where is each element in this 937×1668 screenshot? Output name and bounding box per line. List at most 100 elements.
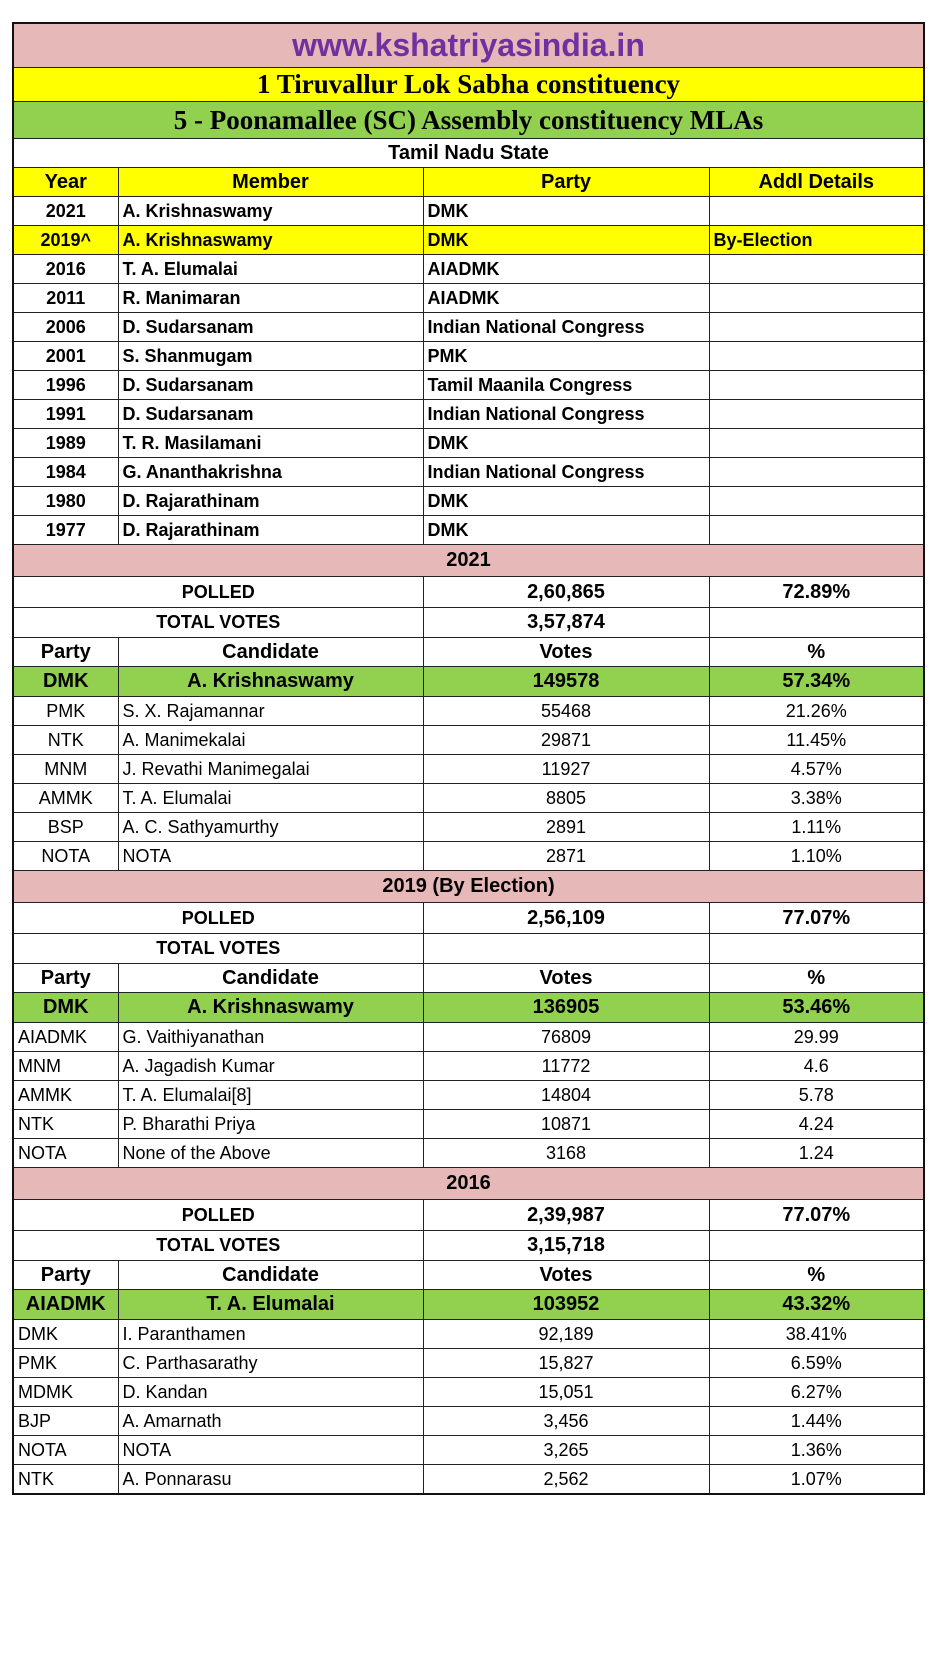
party-cell: DMK bbox=[422, 486, 710, 516]
party-cell: DMK bbox=[422, 225, 710, 255]
header-details: Addl Details bbox=[708, 167, 925, 197]
polled-row: POLLED 2,60,865 72.89% bbox=[12, 576, 925, 608]
details-cell bbox=[708, 370, 925, 400]
candidate-cell: P. Bharathi Priya bbox=[117, 1109, 424, 1139]
party-cell: BJP bbox=[12, 1406, 119, 1436]
mla-row: 1989 T. R. Masilamani DMK bbox=[12, 428, 925, 458]
percent-cell: 1.24 bbox=[708, 1138, 925, 1168]
result-row: NOTA NOTA 2871 1.10% bbox=[12, 841, 925, 871]
candidate-cell: A. Ponnarasu bbox=[117, 1464, 424, 1495]
percent-cell: 1.36% bbox=[708, 1435, 925, 1465]
votes-cell: 55468 bbox=[422, 696, 710, 726]
votes-cell: 2,562 bbox=[422, 1464, 710, 1495]
total-votes-label: TOTAL VOTES bbox=[12, 933, 424, 964]
percent-cell: 11.45% bbox=[708, 725, 925, 755]
total-votes-value: 3,15,718 bbox=[422, 1230, 710, 1261]
party-cell: NOTA bbox=[12, 841, 119, 871]
year-cell: 2016 bbox=[12, 254, 119, 284]
details-cell bbox=[708, 399, 925, 429]
winner-votes: 149578 bbox=[422, 666, 710, 697]
details-cell bbox=[708, 312, 925, 342]
winner-party: AIADMK bbox=[12, 1289, 119, 1320]
polled-percent: 77.07% bbox=[708, 902, 925, 934]
party-cell: DMK bbox=[12, 1319, 119, 1349]
election-title: 2016 bbox=[12, 1167, 925, 1200]
candidate-cell: A. C. Sathyamurthy bbox=[117, 812, 424, 842]
header-candidate: Candidate bbox=[117, 963, 424, 993]
percent-cell: 1.07% bbox=[708, 1464, 925, 1495]
member-cell: T. A. Elumalai bbox=[117, 254, 424, 284]
total-votes-label: TOTAL VOTES bbox=[12, 607, 424, 638]
winner-candidate: T. A. Elumalai bbox=[117, 1289, 424, 1320]
year-cell: 2001 bbox=[12, 341, 119, 371]
header-votes: Votes bbox=[422, 637, 710, 667]
member-cell: S. Shanmugam bbox=[117, 341, 424, 371]
votes-cell: 14804 bbox=[422, 1080, 710, 1110]
polled-row: POLLED 2,56,109 77.07% bbox=[12, 902, 925, 934]
election-title: 2021 bbox=[12, 544, 925, 577]
polled-value: 2,60,865 bbox=[422, 576, 710, 608]
result-row: PMK C. Parthasarathy 15,827 6.59% bbox=[12, 1348, 925, 1378]
party-cell: AIADMK bbox=[422, 254, 710, 284]
winner-candidate: A. Krishnaswamy bbox=[117, 992, 424, 1023]
percent-cell: 38.41% bbox=[708, 1319, 925, 1349]
candidate-cell: A. Manimekalai bbox=[117, 725, 424, 755]
mla-row: 2021 A. Krishnaswamy DMK bbox=[12, 196, 925, 226]
header-member: Member bbox=[117, 167, 424, 197]
candidate-cell: A. Amarnath bbox=[117, 1406, 424, 1436]
candidate-cell: I. Paranthamen bbox=[117, 1319, 424, 1349]
votes-cell: 3,456 bbox=[422, 1406, 710, 1436]
total-votes-percent bbox=[708, 607, 925, 638]
party-cell: PMK bbox=[12, 1348, 119, 1378]
result-row: AIADMK G. Vaithiyanathan 76809 29.99 bbox=[12, 1022, 925, 1052]
votes-cell: 11927 bbox=[422, 754, 710, 784]
winner-votes: 103952 bbox=[422, 1289, 710, 1320]
total-votes-percent bbox=[708, 1230, 925, 1261]
results-header-row: Party Candidate Votes% bbox=[12, 1260, 925, 1290]
votes-cell: 10871 bbox=[422, 1109, 710, 1139]
mla-row: 1984 G. Ananthakrishna Indian National Con… bbox=[12, 457, 925, 487]
votes-cell: 8805 bbox=[422, 783, 710, 813]
mla-row: 1991 D. Sudarsanam Indian National Congres… bbox=[12, 399, 925, 429]
member-cell: D. Sudarsanam bbox=[117, 312, 424, 342]
candidate-cell: C. Parthasarathy bbox=[117, 1348, 424, 1378]
header-candidate: Candidate bbox=[117, 637, 424, 667]
candidate-cell: D. Kandan bbox=[117, 1377, 424, 1407]
member-cell: R. Manimaran bbox=[117, 283, 424, 313]
candidate-cell: None of the Above bbox=[117, 1138, 424, 1168]
votes-cell: 2891 bbox=[422, 812, 710, 842]
mla-row: 2019^ A. Krishnaswamy DMK By-Election bbox=[12, 225, 925, 255]
details-cell bbox=[708, 283, 925, 313]
party-cell: PMK bbox=[12, 696, 119, 726]
header-year: Year bbox=[12, 167, 119, 197]
year-cell: 1984 bbox=[12, 457, 119, 487]
result-row: MNM J. Revathi Manimegalai 11927 4.57% bbox=[12, 754, 925, 784]
candidate-cell: NOTA bbox=[117, 841, 424, 871]
result-row: DMK I. Paranthamen 92,189 38.41% bbox=[12, 1319, 925, 1349]
header-party: Party bbox=[422, 167, 710, 197]
candidate-cell: A. Jagadish Kumar bbox=[117, 1051, 424, 1081]
member-cell: T. R. Masilamani bbox=[117, 428, 424, 458]
party-cell: NOTA bbox=[12, 1435, 119, 1465]
polled-row: POLLED 2,39,987 77.07% bbox=[12, 1199, 925, 1231]
candidate-cell: S. X. Rajamannar bbox=[117, 696, 424, 726]
party-cell: BSP bbox=[12, 812, 119, 842]
header-percent: % bbox=[708, 1260, 925, 1290]
votes-cell: 15,051 bbox=[422, 1377, 710, 1407]
votes-cell: 2871 bbox=[422, 841, 710, 871]
winner-row: DMK A. Krishnaswamy 149578 57.34% bbox=[12, 666, 925, 697]
details-cell bbox=[708, 486, 925, 516]
percent-cell: 5.78 bbox=[708, 1080, 925, 1110]
polled-label: POLLED bbox=[12, 576, 424, 608]
party-cell: AIADMK bbox=[12, 1022, 119, 1052]
candidate-cell: J. Revathi Manimegalai bbox=[117, 754, 424, 784]
winner-percent: 43.32% bbox=[708, 1289, 925, 1320]
assembly-row: 5 - Poonamallee (SC) Assembly constituen… bbox=[12, 101, 925, 139]
party-cell: NTK bbox=[12, 1464, 119, 1495]
polled-value: 2,39,987 bbox=[422, 1199, 710, 1231]
candidate-cell: T. A. Elumalai bbox=[117, 783, 424, 813]
election-title-row: 2021 bbox=[12, 544, 925, 577]
party-cell: MNM bbox=[12, 1051, 119, 1081]
winner-party: DMK bbox=[12, 992, 119, 1023]
party-cell: Tamil Maanila Congress bbox=[422, 370, 710, 400]
